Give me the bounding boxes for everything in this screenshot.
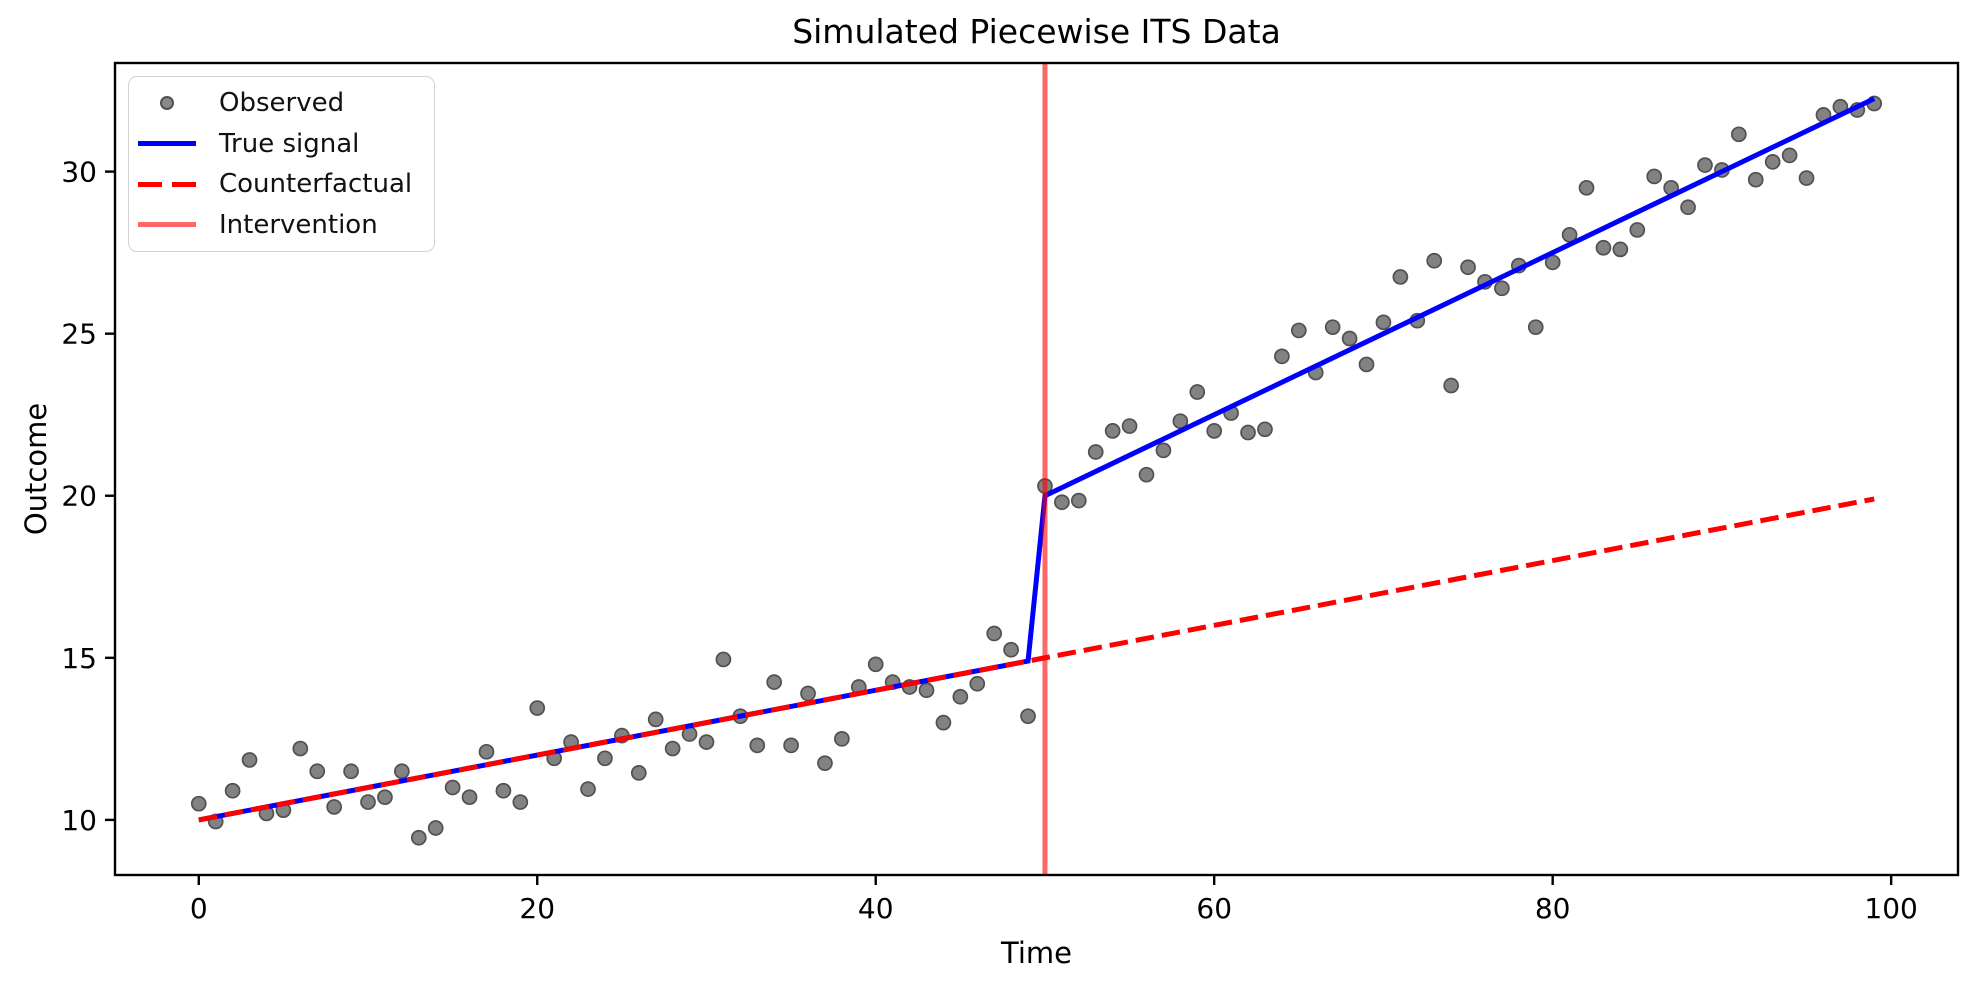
plot-spines	[113, 61, 1960, 877]
x-tick-label: 0	[190, 892, 208, 925]
y-tick-label: 30	[61, 156, 97, 189]
y-tick-label: 10	[61, 804, 97, 837]
legend-item-intervention: Intervention	[138, 205, 424, 246]
y-axis-label: Outcome	[19, 402, 53, 536]
y-tick-label: 20	[61, 480, 97, 513]
legend-item-observed: Observed	[138, 83, 424, 124]
chart-title: Simulated Piecewise ITS Data	[792, 12, 1281, 51]
y-tick-label: 25	[61, 318, 97, 351]
intervention-line-icon	[138, 222, 196, 228]
y-tick-label: 15	[61, 642, 97, 675]
counterfactual-line	[198, 496, 1875, 823]
legend-item-counterfactual: Counterfactual	[138, 164, 424, 205]
legend-label: True signal	[219, 128, 360, 159]
observed-points	[190, 95, 1883, 846]
true-signal-line-icon	[138, 141, 196, 147]
x-tick-label: 40	[858, 892, 894, 925]
x-tick-label: 60	[1196, 892, 1232, 925]
legend: Observed True signal Counterfactual Inte…	[128, 76, 435, 252]
x-tick-label: 20	[519, 892, 555, 925]
legend-item-true-signal: True signal	[138, 124, 424, 165]
observed-marker-icon	[138, 96, 196, 111]
true-signal-line	[198, 96, 1876, 823]
legend-label: Intervention	[219, 209, 378, 240]
legend-label: Counterfactual	[219, 169, 413, 200]
x-tick-label: 100	[1864, 892, 1917, 925]
counterfactual-dash-icon	[138, 181, 196, 187]
legend-label: Observed	[219, 88, 345, 119]
x-tick-label: 80	[1535, 892, 1571, 925]
x-axis-label: Time	[1001, 936, 1072, 970]
